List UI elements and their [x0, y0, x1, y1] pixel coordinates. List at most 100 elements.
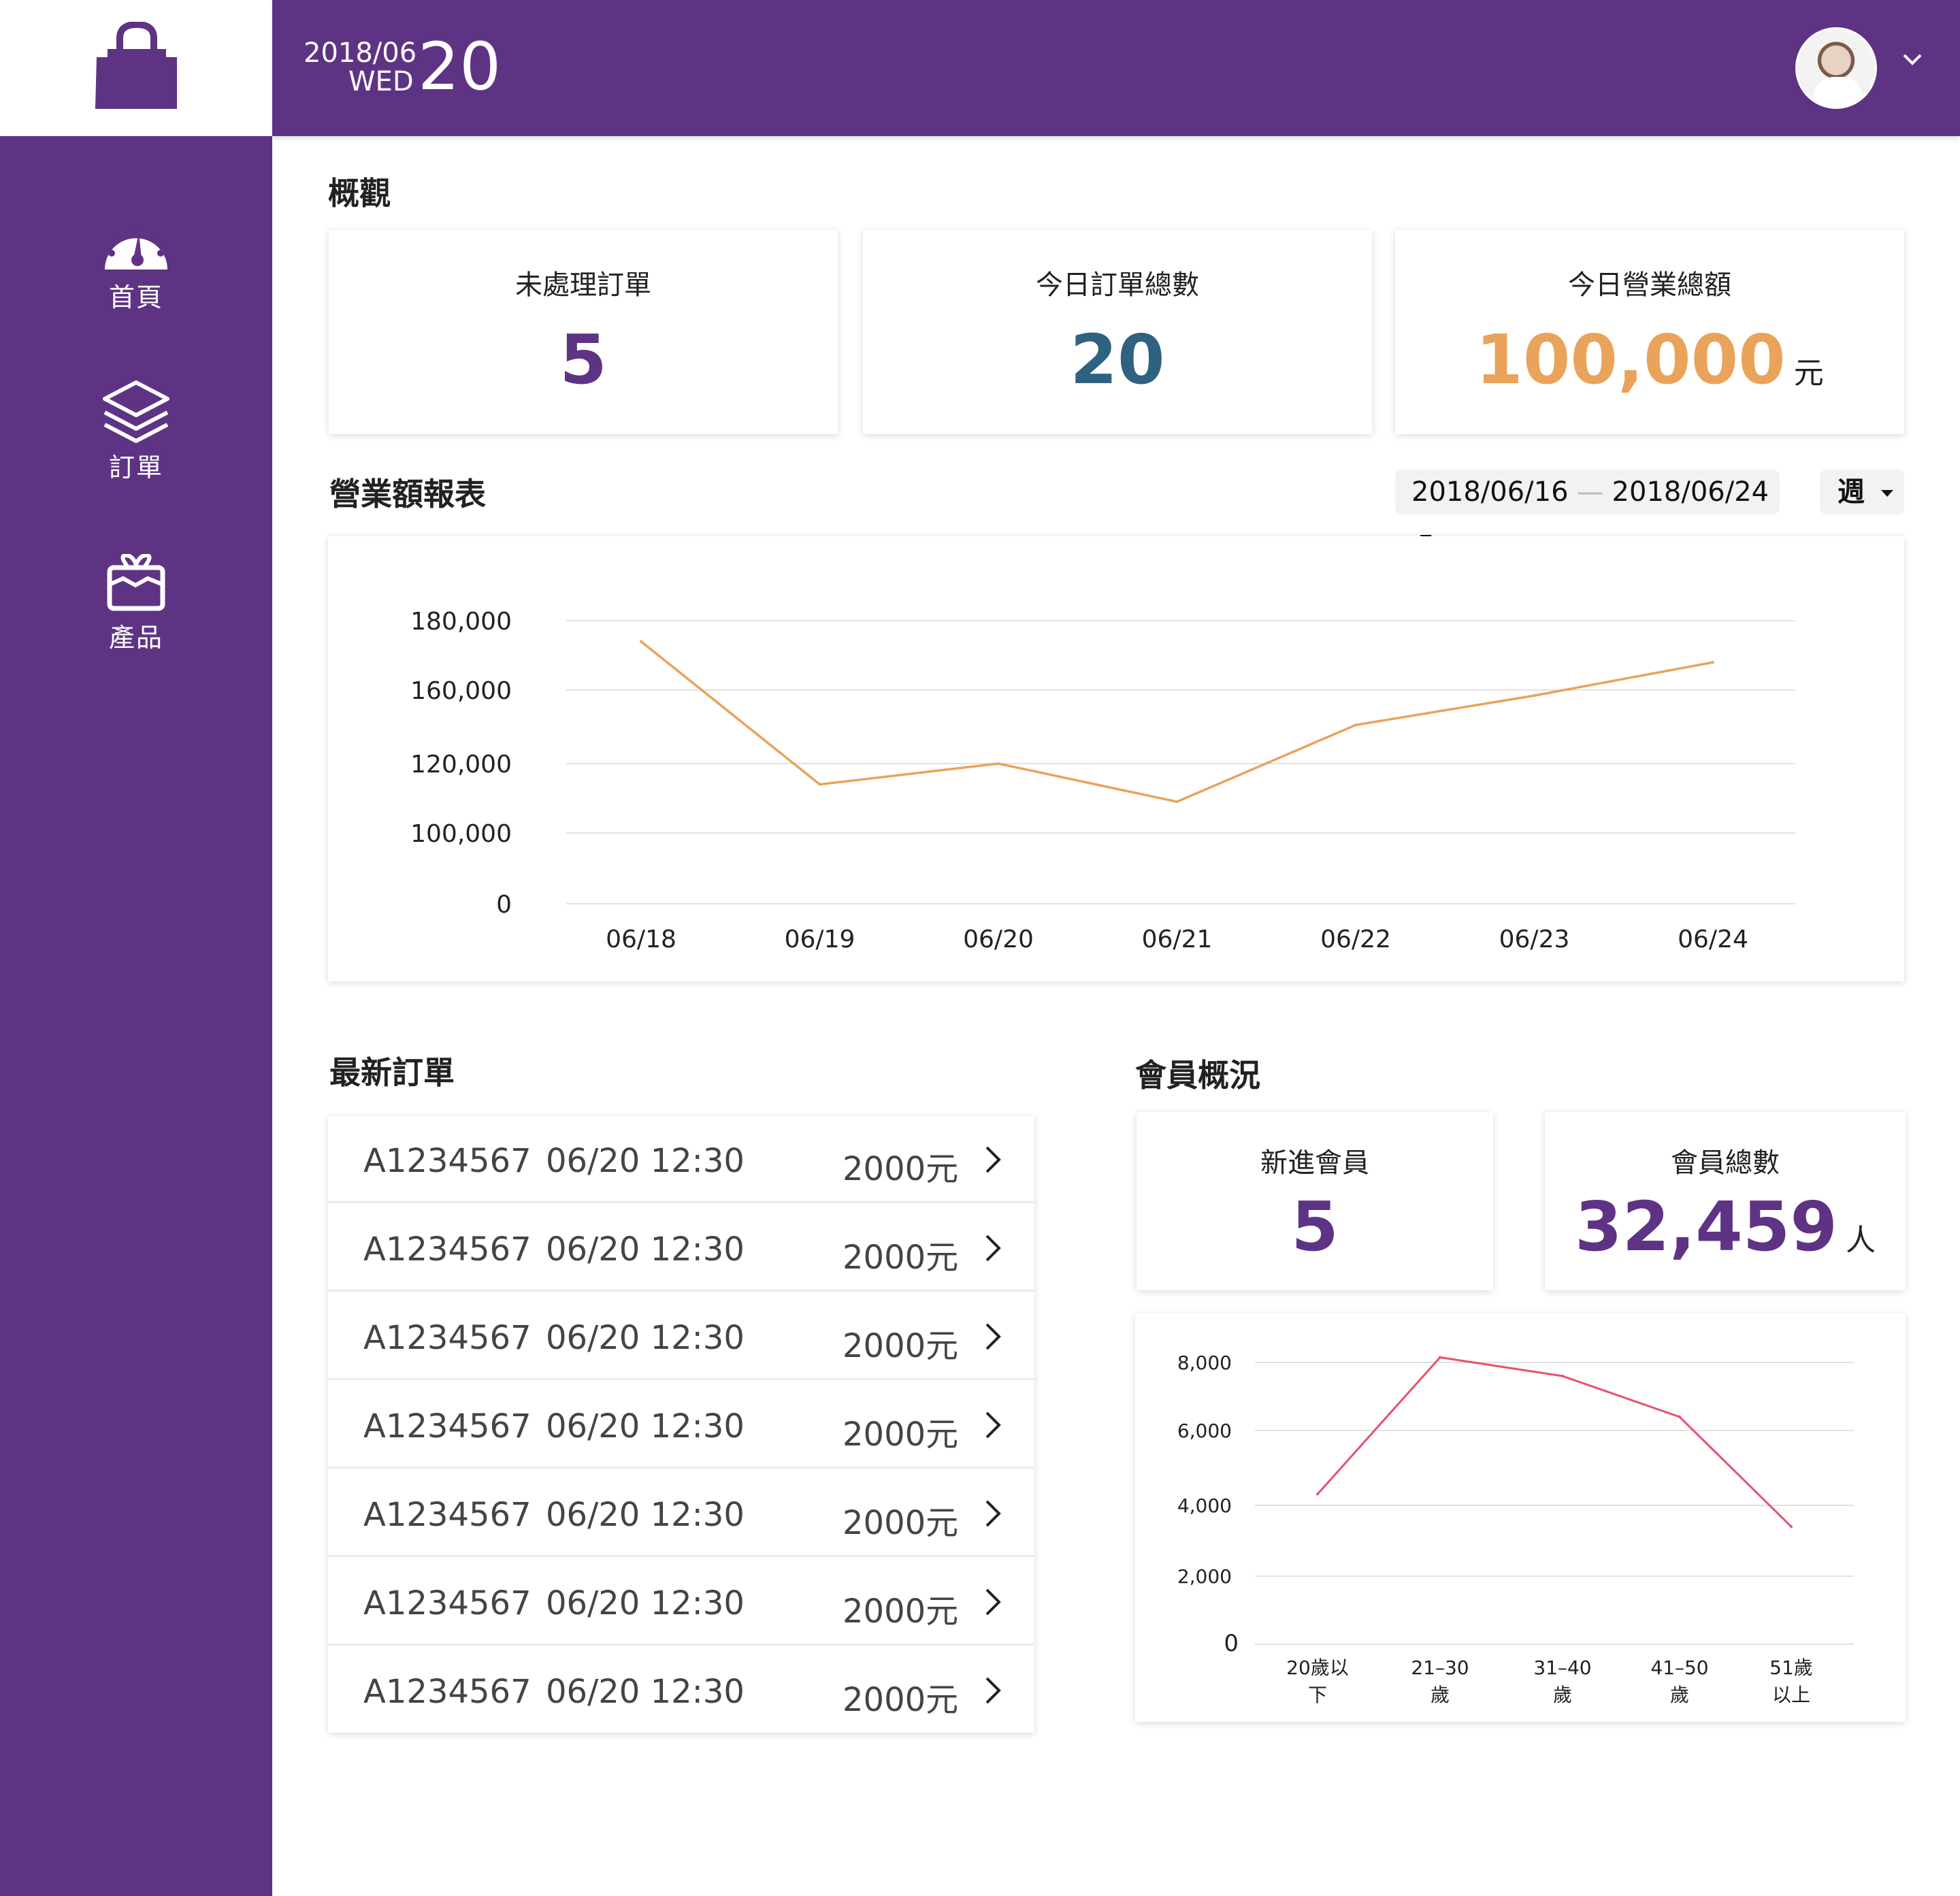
chevron-right-icon[interactable] — [983, 1497, 1003, 1530]
order-time: 06/20 12:30 — [546, 1142, 745, 1180]
x-tick-label: 06/23 — [1499, 926, 1570, 953]
orders-list: A1234567 06/20 12:30 2000元 A1234567 06/20 12… — [328, 1116, 1034, 1733]
sidebar-item-label: 訂單 — [108, 453, 163, 483]
order-row[interactable]: A1234567 06/20 12:30 2000元 — [328, 1647, 1034, 1734]
member-age-chart-card: 0 2,000 4,000 6,000 8,000 20歲以下 21–30 歲 31–40 歲 41… — [1135, 1313, 1906, 1722]
y-tick-label: 160,000 — [410, 677, 512, 705]
people-unit: 人 — [1845, 1223, 1876, 1258]
data-point — [1712, 661, 1714, 664]
stat-card-pending-orders: 未處理訂單 5 — [329, 230, 838, 434]
x-tick-label: 21–30 — [1411, 1656, 1469, 1679]
y-tick-label: 0 — [496, 891, 512, 919]
revenue-report-title: 營業額報表 — [329, 476, 486, 512]
x-tick-label: 歲 — [1670, 1684, 1689, 1706]
data-point — [1561, 1375, 1564, 1377]
order-row[interactable]: A1234567 06/20 12:30 2000元 — [328, 1293, 1034, 1380]
stat-label: 今日訂單總數 — [1036, 269, 1199, 301]
date-day: 20 — [418, 29, 502, 105]
x-tick-label: 20歲以 — [1286, 1656, 1349, 1679]
order-id: A1234567 — [363, 1319, 532, 1357]
data-point — [1354, 723, 1357, 727]
chevron-right-icon[interactable] — [983, 1320, 1003, 1353]
order-id: A1234567 — [363, 1142, 532, 1180]
chevron-down-icon[interactable] — [1901, 52, 1923, 67]
date-weekday: WED — [348, 66, 414, 97]
order-row[interactable]: A1234567 06/20 12:30 2000元 — [328, 1558, 1034, 1646]
sidebar: 首頁 訂單 產品 — [0, 136, 272, 1896]
revenue-line-chart: 0 100,000 120,000 160,000 180,000 06/18 06/19 0… — [410, 608, 1795, 953]
stat-label: 今日營業總額 — [1568, 269, 1731, 301]
x-tick-label: 06/18 — [606, 926, 676, 953]
shopping-bag-icon — [95, 22, 177, 109]
user-avatar[interactable] — [1795, 27, 1877, 109]
order-row[interactable]: A1234567 06/20 12:30 2000元 — [328, 1205, 1034, 1292]
sidebar-item-home[interactable]: 首頁 — [0, 219, 272, 314]
x-tick-label: 41–50 — [1650, 1656, 1708, 1679]
currency-unit: 元 — [1793, 356, 1824, 391]
sidebar-item-products[interactable]: 產品 — [0, 554, 272, 654]
member-overview-title: 會員概況 — [1135, 1057, 1260, 1094]
y-tick-label: 180,000 — [410, 608, 512, 636]
chevron-right-icon[interactable] — [983, 1674, 1003, 1707]
x-tick-label: 51歲 — [1769, 1656, 1813, 1679]
gift-box-icon — [107, 554, 165, 611]
sidebar-item-orders[interactable]: 訂單 — [0, 380, 272, 484]
data-point — [1533, 694, 1536, 698]
chevron-right-icon[interactable] — [983, 1409, 1003, 1441]
app-logo[interactable] — [0, 0, 272, 136]
x-tick-label: 歲 — [1431, 1684, 1450, 1706]
caret-down-icon — [1881, 490, 1893, 497]
period-value: 週 — [1838, 476, 1865, 508]
order-time: 06/20 12:30 — [546, 1496, 745, 1534]
order-amount: 2000元 — [843, 1239, 959, 1277]
stat-label: 會員總數 — [1671, 1147, 1780, 1179]
order-row[interactable]: A1234567 06/20 12:30 2000元 — [328, 1382, 1034, 1469]
order-row[interactable]: A1234567 06/20 12:30 2000元 — [328, 1470, 1034, 1557]
x-tick-label: 31–40 — [1533, 1656, 1591, 1679]
dashboard-icon — [105, 225, 167, 269]
data-point — [997, 762, 1000, 765]
x-tick-label: 06/22 — [1320, 926, 1391, 953]
x-tick-label: 下 — [1308, 1684, 1327, 1706]
revenue-chart-card: 0 100,000 120,000 160,000 180,000 06/18 06/19 0… — [328, 536, 1904, 981]
order-amount: 2000元 — [843, 1416, 959, 1454]
y-tick-label: 120,000 — [410, 751, 512, 779]
y-tick-label: 4,000 — [1177, 1494, 1232, 1517]
order-amount: 2000元 — [843, 1150, 959, 1188]
layers-icon — [103, 380, 169, 443]
y-tick-label: 0 — [1224, 1630, 1239, 1657]
date-year-month: 2018/06 — [304, 37, 417, 69]
period-select[interactable]: 週 — [1820, 470, 1904, 514]
order-id: A1234567 — [363, 1496, 532, 1534]
order-id: A1234567 — [363, 1584, 532, 1622]
order-row[interactable]: A1234567 06/20 12:30 2000元 — [328, 1116, 1034, 1203]
data-point — [1175, 800, 1179, 804]
chevron-right-icon[interactable] — [983, 1143, 1003, 1176]
order-time: 06/20 12:30 — [546, 1230, 745, 1269]
top-bar: 2018/06 WED 20 — [272, 0, 1960, 136]
y-tick-label: 8,000 — [1177, 1352, 1232, 1374]
x-tick-label: 歲 — [1553, 1684, 1572, 1706]
data-point — [818, 783, 821, 786]
sidebar-item-label: 產品 — [108, 623, 163, 653]
order-time: 06/20 12:30 — [546, 1319, 745, 1357]
data-point — [1316, 1492, 1319, 1496]
order-amount: 2000元 — [843, 1327, 959, 1365]
chevron-right-icon[interactable] — [983, 1586, 1003, 1618]
chevron-right-icon[interactable] — [983, 1232, 1003, 1264]
date-to: 2018/06/24 — [1612, 476, 1769, 508]
order-time: 06/20 12:30 — [546, 1673, 745, 1711]
date-range-picker[interactable]: 2018/06/16—2018/06/24 — [1395, 470, 1780, 542]
stat-card-today-revenue: 今日營業總額 100,000 元 — [1395, 230, 1904, 434]
stat-value: 32,459 人 — [1575, 1187, 1876, 1266]
order-id: A1234567 — [363, 1407, 532, 1445]
order-time: 06/20 12:30 — [546, 1584, 745, 1622]
order-id: A1234567 — [363, 1230, 532, 1269]
y-tick-label: 2,000 — [1177, 1565, 1232, 1588]
member-series-line — [1316, 1356, 1793, 1528]
stat-card-total-members: 會員總數 32,459 人 — [1545, 1112, 1906, 1290]
order-time: 06/20 12:30 — [546, 1407, 745, 1445]
latest-orders-title: 最新訂單 — [329, 1054, 455, 1091]
data-point — [1439, 1356, 1441, 1359]
